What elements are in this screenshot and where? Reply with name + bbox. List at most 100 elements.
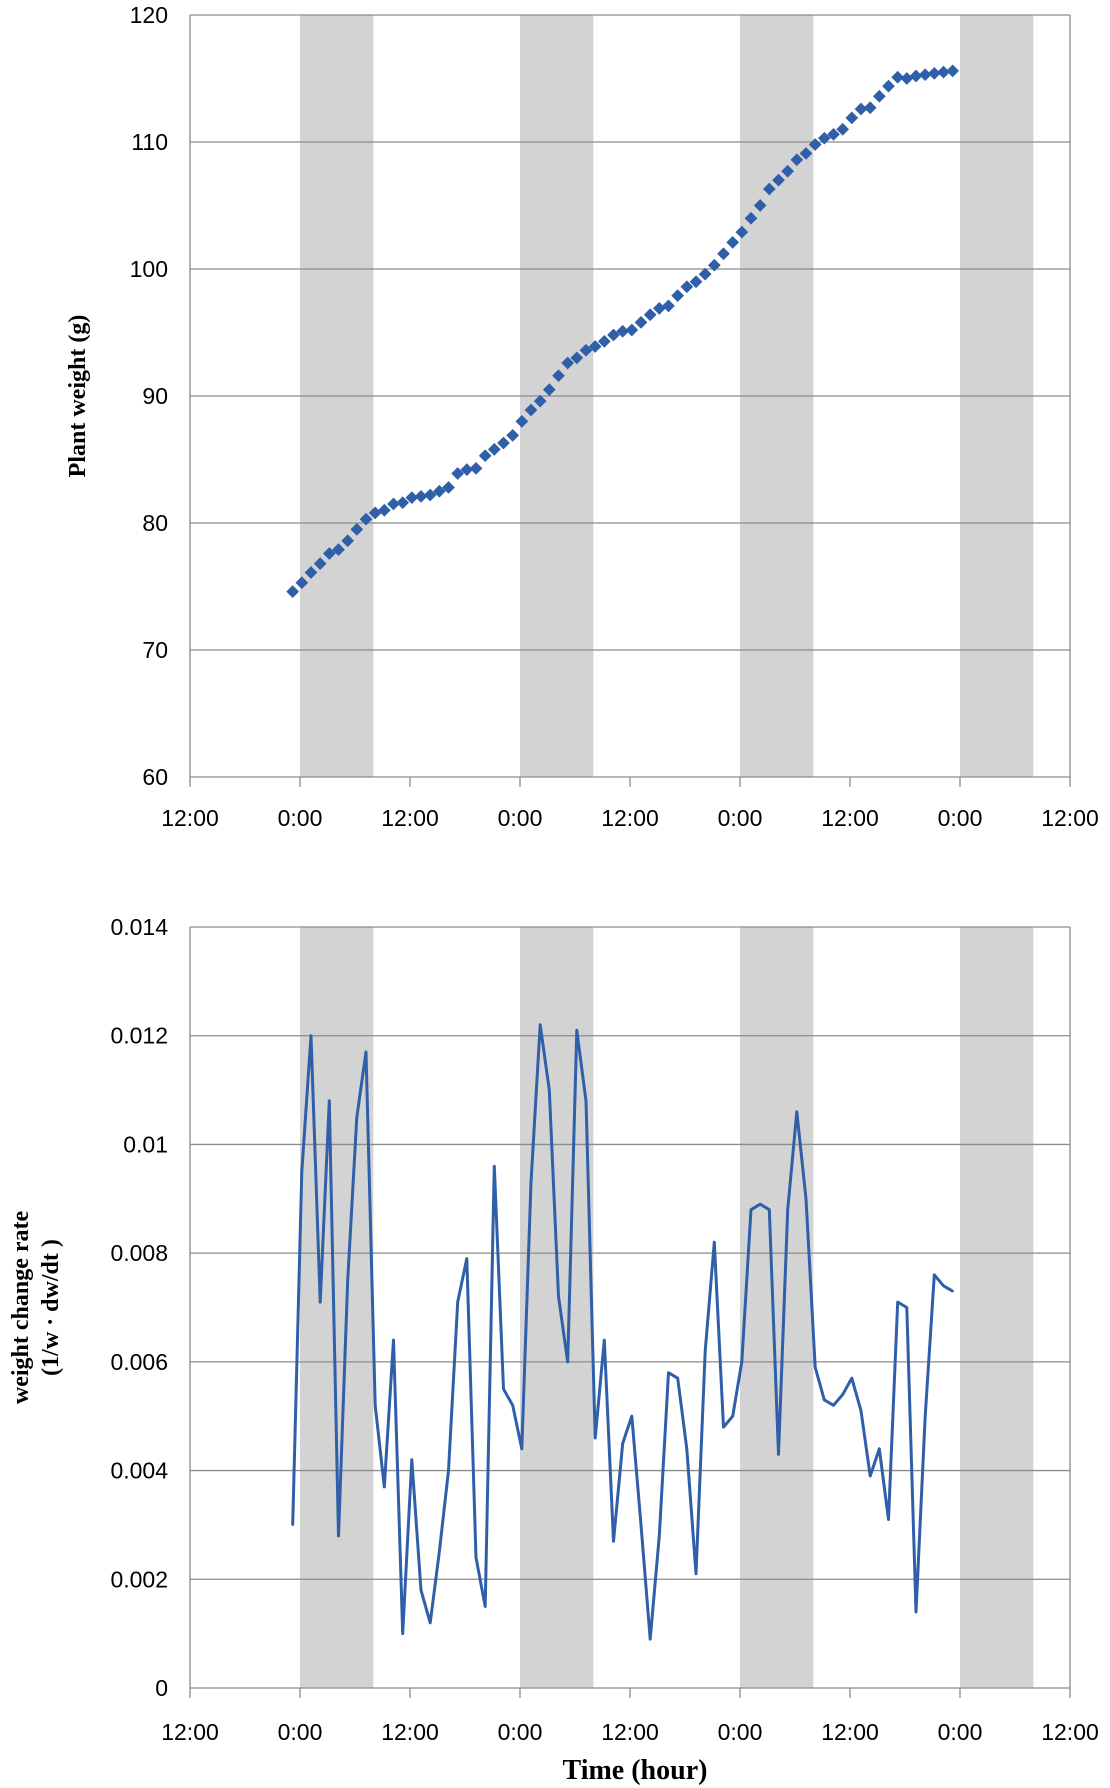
- x-tick-label: 12:00: [821, 1719, 879, 1745]
- x-tick-label: 12:00: [161, 805, 219, 831]
- data-point: [328, 1099, 331, 1103]
- data-point: [414, 489, 428, 503]
- data-point: [456, 1300, 459, 1304]
- data-point: [703, 1349, 707, 1353]
- data-point: [410, 1458, 414, 1461]
- data-point: [648, 1637, 652, 1641]
- y-tick-label: 120: [130, 2, 168, 28]
- y-tick-label: 0.002: [110, 1566, 168, 1592]
- data-point: [603, 1338, 606, 1342]
- data-point: [387, 497, 400, 511]
- data-point: [286, 585, 300, 598]
- data-point: [368, 506, 382, 520]
- data-point: [497, 436, 510, 450]
- data-point: [291, 1523, 294, 1527]
- data-point: [548, 1088, 551, 1092]
- x-tick-label: 12:00: [1041, 1719, 1099, 1745]
- data-point: [740, 1360, 744, 1364]
- data-point: [438, 1550, 441, 1554]
- data-point: [859, 1409, 863, 1412]
- x-tick-label: 0:00: [498, 805, 543, 831]
- data-point: [405, 491, 419, 504]
- data-point: [685, 1447, 689, 1451]
- x-tick-label: 12:00: [161, 1719, 219, 1745]
- data-point: [300, 1170, 304, 1173]
- x-tick-label: 0:00: [498, 1719, 543, 1745]
- data-point: [872, 89, 886, 103]
- data-point: [795, 1110, 799, 1114]
- data-point: [460, 463, 474, 477]
- dark-period-band: [520, 927, 594, 1688]
- data-point: [868, 1474, 872, 1478]
- weight-change-rate-chart: 0 0.002 0.004 0.006 0.008 0.01 0.012 0.014 12:00…: [8, 914, 1099, 1786]
- x-tick-label: 12:00: [601, 805, 659, 831]
- data-point: [469, 462, 483, 475]
- data-point: [923, 1415, 927, 1418]
- data-point: [506, 429, 520, 442]
- data-point: [887, 1518, 890, 1521]
- data-point: [612, 1540, 615, 1543]
- data-point: [538, 1023, 542, 1027]
- data-point: [630, 1415, 634, 1418]
- x-tick-label: 12:00: [381, 805, 439, 831]
- data-point: [882, 79, 895, 93]
- y-tick-label: 110: [131, 129, 168, 155]
- data-point: [451, 467, 465, 480]
- data-point: [713, 1241, 716, 1244]
- data-point: [823, 1398, 826, 1402]
- data-point: [676, 1376, 679, 1380]
- data-point: [428, 1621, 432, 1624]
- data-point: [392, 1338, 395, 1342]
- y-tick-label: 100: [130, 256, 168, 282]
- data-point: [419, 1588, 423, 1592]
- data-point: [396, 496, 410, 510]
- data-point: [511, 1404, 514, 1407]
- data-point: [777, 1453, 780, 1456]
- x-tick-label: 12:00: [1041, 805, 1099, 831]
- data-point: [951, 1289, 954, 1293]
- data-point: [557, 1295, 560, 1298]
- data-point: [318, 1300, 322, 1304]
- data-point: [896, 1300, 899, 1304]
- data-point: [529, 1181, 533, 1184]
- data-point: [658, 1534, 661, 1538]
- data-point: [478, 449, 492, 463]
- data-point: [566, 1360, 569, 1364]
- dark-period-band: [960, 927, 1034, 1688]
- data-point: [639, 1523, 643, 1527]
- data-point: [447, 1469, 450, 1472]
- y-axis-label-units: (1/w · dw/dt ): [38, 1239, 64, 1376]
- y-axis-label: Plant weight (g): [65, 315, 91, 478]
- x-tick-label: 0:00: [718, 805, 763, 831]
- data-point: [346, 1279, 349, 1282]
- data-point: [731, 1415, 734, 1418]
- x-tick-label: 0:00: [938, 805, 983, 831]
- data-point: [575, 1029, 579, 1032]
- x-tick-label: 0:00: [278, 1719, 323, 1745]
- data-point: [850, 1376, 854, 1380]
- y-tick-label: 0.01: [123, 1131, 168, 1157]
- data-point: [401, 1632, 404, 1635]
- data-point: [355, 1116, 359, 1119]
- data-point: [377, 503, 391, 517]
- data-point: [593, 1436, 597, 1440]
- data-point: [309, 1034, 313, 1037]
- data-point: [432, 484, 446, 498]
- x-axis-label: Time (hour): [563, 1755, 708, 1786]
- data-point: [442, 481, 455, 494]
- data-point: [643, 308, 657, 322]
- data-point: [749, 1208, 753, 1211]
- data-point: [804, 1197, 808, 1200]
- data-point: [878, 1447, 881, 1451]
- data-point: [337, 1534, 340, 1538]
- x-tick-label: 0:00: [718, 1719, 763, 1745]
- data-point: [474, 1556, 478, 1559]
- data-point: [671, 289, 685, 303]
- data-point: [768, 1208, 771, 1211]
- data-point: [905, 1306, 909, 1309]
- data-point: [423, 488, 437, 502]
- data-point: [900, 72, 914, 85]
- data-point: [502, 1387, 505, 1391]
- x-tick-label: 0:00: [938, 1719, 983, 1745]
